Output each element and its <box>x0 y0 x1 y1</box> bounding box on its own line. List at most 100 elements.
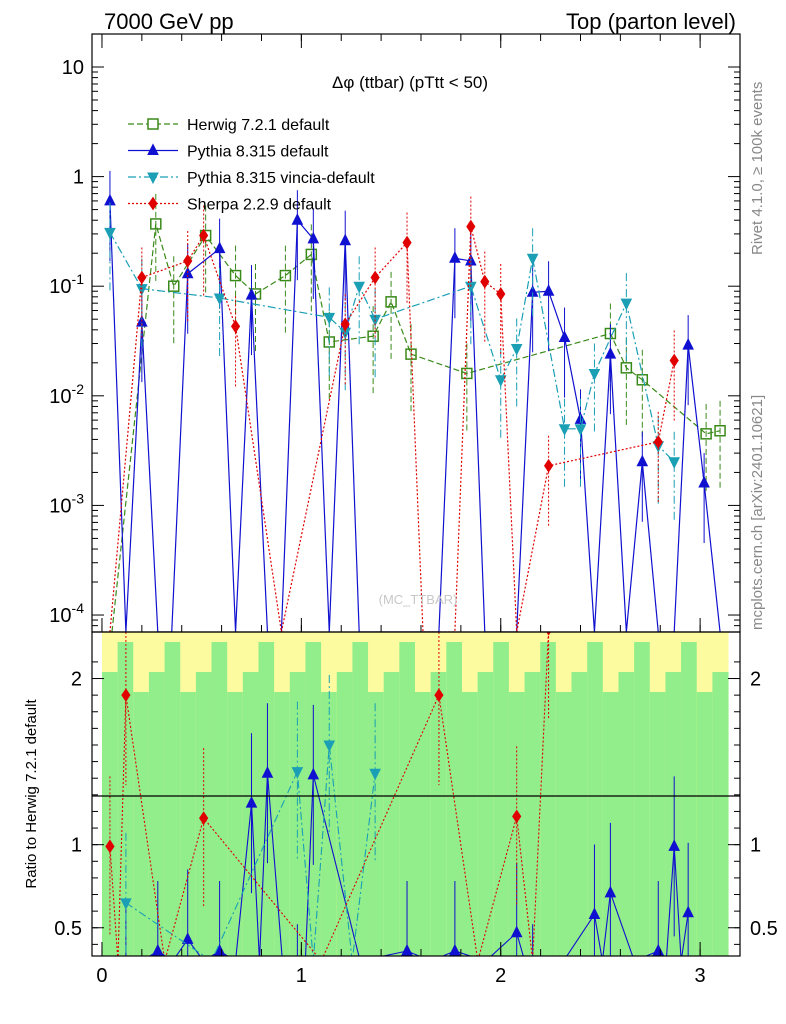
data-point <box>698 475 710 488</box>
band-green <box>368 692 385 956</box>
ratio-point <box>151 943 164 956</box>
data-point <box>104 227 116 240</box>
ratio-point <box>510 925 523 938</box>
data-point <box>714 424 726 437</box>
ratio-point <box>434 688 444 703</box>
data-point <box>339 233 352 246</box>
data-point <box>279 269 292 282</box>
upper-tick-label: 10 <box>62 57 84 79</box>
series-line <box>111 223 721 632</box>
series-line <box>109 226 675 632</box>
data-point <box>402 235 412 250</box>
series-3 <box>109 196 679 632</box>
legend-label: Sherpa 2.2.9 default <box>187 197 332 214</box>
series-2 <box>104 202 681 522</box>
band-green <box>712 672 729 956</box>
legend-label: Pythia 8.315 default <box>187 144 329 161</box>
band-green <box>696 692 713 956</box>
ratio-point <box>588 907 601 919</box>
data-point <box>526 253 539 266</box>
band-green <box>164 642 181 956</box>
ratio-point <box>449 943 461 956</box>
data-point <box>137 270 147 285</box>
ratio-point <box>291 767 304 779</box>
data-point <box>213 241 226 254</box>
ratio-y-label: Ratio to Herwig 7.2.1 default <box>23 699 40 889</box>
band-green <box>555 692 573 956</box>
band-green <box>415 692 432 956</box>
legend-label: Pythia 8.315 vincia-default <box>187 170 375 187</box>
data-point <box>461 367 473 380</box>
ratio-point <box>668 839 681 851</box>
band-green <box>649 692 666 956</box>
legend: Herwig 7.2.1 default Pythia 8.315 default… <box>128 117 375 214</box>
data-point <box>199 228 209 243</box>
upper-tick-label: 10-2 <box>49 381 84 408</box>
band-green <box>227 692 244 956</box>
data-point <box>385 296 397 308</box>
ratio-point <box>682 905 694 918</box>
data-point <box>305 248 318 261</box>
lower-frame <box>91 631 741 957</box>
data-point <box>682 338 694 350</box>
ratio-point <box>604 885 617 898</box>
ratio-point <box>323 740 336 753</box>
ratio-point <box>245 796 258 808</box>
ratio-uncertainty-bands <box>101 632 729 956</box>
upper-tick-label: 10-4 <box>49 600 84 627</box>
ratio-point <box>307 767 320 780</box>
band-green <box>618 672 635 956</box>
series-1 <box>104 170 721 632</box>
data-point <box>353 281 365 294</box>
lower-tick-label-left: 1 <box>71 835 82 857</box>
upper-plot-series <box>104 170 726 632</box>
data-point <box>542 284 555 296</box>
legend-entry: Sherpa 2.2.9 default <box>128 197 332 214</box>
legend-marker <box>147 118 159 130</box>
data-point <box>653 434 663 449</box>
data-point <box>465 281 477 294</box>
data-point <box>150 218 162 230</box>
ratio-point <box>546 632 551 636</box>
ratio-point <box>528 988 538 998</box>
legend-marker <box>147 172 159 185</box>
data-point <box>323 312 336 325</box>
data-point <box>700 428 712 440</box>
chart-title: Δφ (ttbar) (pTtt < 50) <box>332 73 488 92</box>
band-green <box>211 642 228 956</box>
series-line <box>109 200 721 632</box>
ratio-point <box>120 898 132 910</box>
data-point <box>480 274 490 289</box>
ratio-point <box>261 766 274 778</box>
band-green <box>634 642 651 956</box>
band-green <box>665 672 682 956</box>
data-point <box>466 219 476 234</box>
band-green <box>274 692 291 956</box>
legend-entry: Pythia 8.315 vincia-default <box>128 170 375 187</box>
x-tick-label: 0 <box>96 965 107 987</box>
lower-tick-label-right: 1 <box>750 835 761 857</box>
data-point <box>367 330 379 342</box>
legend-entry: Pythia 8.315 default <box>128 143 329 161</box>
lower-tick-label-left: 0.5 <box>54 918 82 940</box>
band-green <box>383 672 400 956</box>
ratio-point <box>105 839 115 854</box>
ratio-point <box>369 768 381 781</box>
band-green <box>430 672 447 956</box>
data-point <box>543 458 554 473</box>
band-green <box>493 642 510 956</box>
data-point <box>291 213 304 225</box>
data-point <box>574 424 587 436</box>
x-tick-label: 1 <box>296 965 307 987</box>
ratio-pythia_vincia <box>120 674 381 956</box>
data-point <box>167 280 180 292</box>
ratio-plot-series <box>105 632 694 998</box>
data-point <box>604 347 617 359</box>
data-point <box>340 317 350 332</box>
data-point <box>558 330 571 343</box>
series-line <box>109 232 675 463</box>
data-point <box>449 251 461 263</box>
band-green <box>148 672 166 956</box>
rivet-label: Rivet 4.1.0, ≥ 100k events <box>749 82 766 255</box>
data-point <box>370 270 380 285</box>
